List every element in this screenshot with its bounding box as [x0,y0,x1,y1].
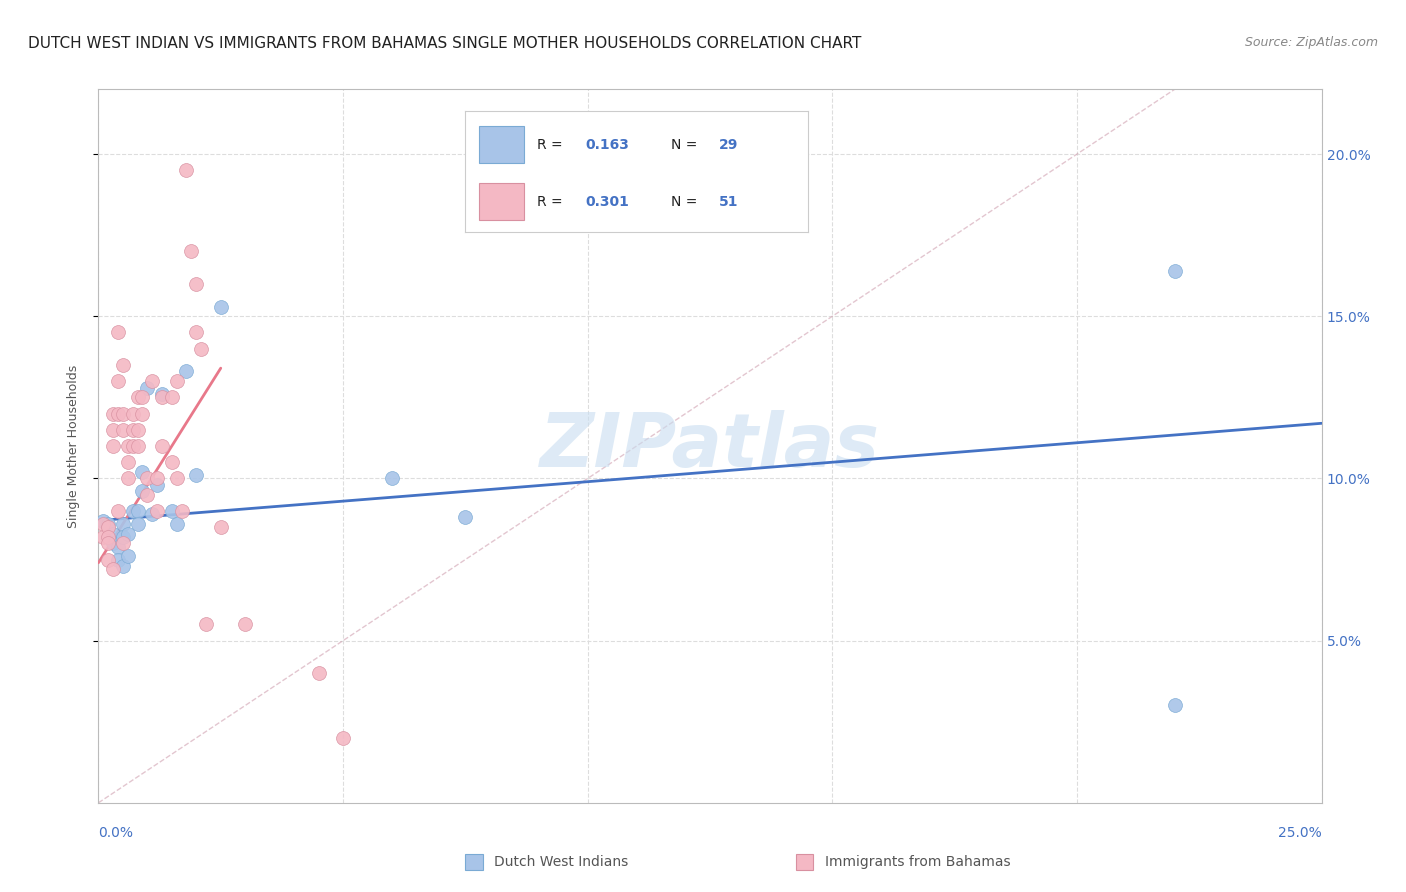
Point [131,465,153,479]
Point [186,326,208,340]
Point [131,407,153,421]
Point [150,390,173,404]
Point [111,407,134,421]
Text: DUTCH WEST INDIAN VS IMMIGRANTS FROM BAHAMAS SINGLE MOTHER HOUSEHOLDS CORRELATIO: DUTCH WEST INDIAN VS IMMIGRANTS FROM BAH… [28,36,862,51]
Point [101,407,124,421]
Point [111,536,134,550]
Point [117,526,139,541]
Point [121,423,143,437]
Point [121,407,143,421]
Point [170,504,193,518]
Point [160,390,183,404]
Point [136,471,159,485]
Point [209,520,232,534]
Point [97,536,120,550]
Point [127,516,149,531]
Point [121,504,143,518]
Point [121,439,143,453]
Point [308,666,330,681]
Point [176,364,198,378]
Point [176,163,198,178]
Point [332,731,354,745]
Text: 25.0%: 25.0% [1278,826,1322,839]
Point [146,504,169,518]
Point [101,526,124,541]
Point [117,439,139,453]
Point [146,471,169,485]
Point [1164,264,1187,278]
Point [150,439,173,453]
Point [127,439,149,453]
Point [111,358,134,372]
Y-axis label: Single Mother Households: Single Mother Households [67,364,80,528]
Point [127,504,149,518]
Point [91,530,114,544]
Point [166,374,188,388]
Point [107,552,129,566]
Point [141,507,163,521]
Point [136,381,159,395]
Point [190,342,212,356]
Text: 0.0%: 0.0% [98,826,134,839]
Point [131,484,153,499]
Point [127,423,149,437]
Point [91,516,114,531]
Point [381,471,404,485]
Point [186,468,208,483]
Point [101,423,124,437]
Point [107,326,129,340]
Point [117,455,139,469]
Point [111,516,134,531]
Point [186,277,208,291]
Point [97,520,120,534]
Point [97,516,120,531]
Point [111,423,134,437]
Point [166,516,188,531]
Point [150,387,173,401]
Point [97,530,120,544]
Point [454,510,477,524]
Point [131,390,153,404]
Text: Source: ZipAtlas.com: Source: ZipAtlas.com [1244,36,1378,49]
Point [101,562,124,576]
Point [117,549,139,564]
Point [107,407,129,421]
Point [107,504,129,518]
Point [1164,698,1187,713]
Point [97,552,120,566]
Point [160,504,183,518]
Point [209,300,232,314]
Point [136,488,159,502]
Point [111,559,134,574]
Point [107,374,129,388]
Point [91,514,114,528]
Point [180,244,202,259]
Text: ZIPatlas: ZIPatlas [540,409,880,483]
Text: Immigrants from Bahamas: Immigrants from Bahamas [824,855,1011,869]
Text: Dutch West Indians: Dutch West Indians [495,855,628,869]
Point [101,439,124,453]
Point [117,471,139,485]
Point [127,390,149,404]
Point [107,540,129,554]
Point [111,530,134,544]
Point [233,617,256,632]
Point [160,455,183,469]
Point [101,536,124,550]
Point [166,471,188,485]
Point [195,617,218,632]
Point [141,374,163,388]
Point [146,478,169,492]
